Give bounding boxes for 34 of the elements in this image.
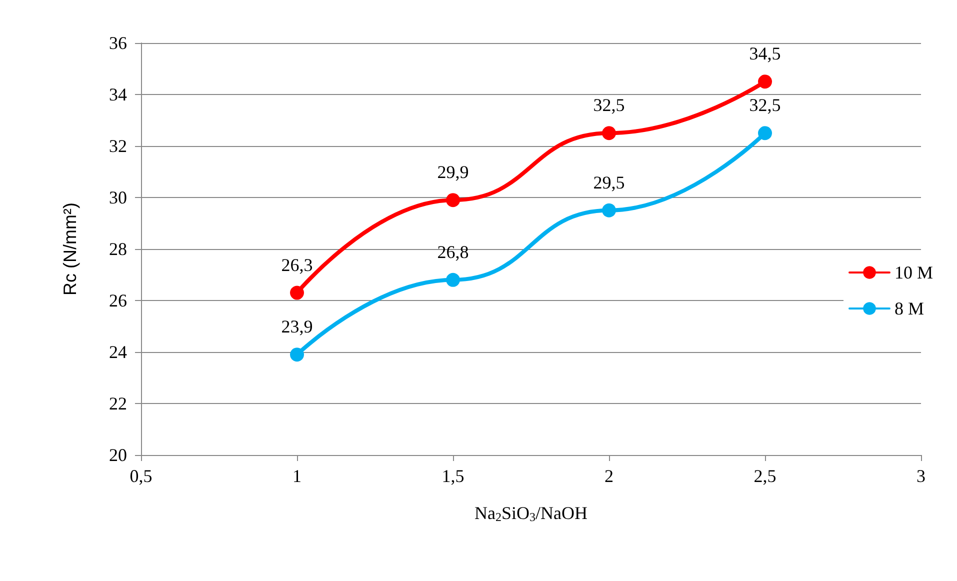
data-label: 26,3 (281, 254, 313, 275)
x-tick-label: 1,5 (442, 466, 464, 486)
y-tick-label: 22 (109, 394, 127, 414)
data-label: 23,9 (281, 316, 313, 337)
data-label: 29,9 (437, 162, 469, 182)
legend-label: 8 M (894, 298, 924, 318)
x-tick-label: 3 (916, 466, 926, 486)
y-tick-label: 32 (109, 136, 127, 156)
data-label: 32,5 (749, 95, 781, 116)
x-tick-label: 1 (292, 466, 302, 486)
data-label: 32,5 (593, 95, 625, 116)
point (446, 272, 460, 287)
y-tick-label: 28 (109, 239, 127, 259)
point (758, 74, 772, 89)
x-tick-label: 2,5 (754, 466, 776, 486)
y-tick-label: 26 (109, 290, 127, 310)
point (758, 126, 772, 140)
point (446, 193, 460, 208)
legend-label: 10 M (894, 262, 934, 282)
y-tick-label: 24 (109, 342, 127, 362)
point (290, 348, 304, 362)
point (290, 286, 304, 300)
y-tick-label: 34 (109, 84, 127, 104)
data-label: 34,5 (749, 44, 781, 64)
x-tick-label: 2 (604, 466, 614, 486)
y-tick-label: 36 (109, 33, 127, 53)
point (602, 126, 616, 140)
data-label: 26,8 (437, 242, 469, 262)
x-tick-label: 0,5 (130, 466, 152, 486)
y-tick-label: 20 (109, 445, 127, 465)
data-label: 29,5 (593, 172, 625, 192)
y-tick-label: 30 (109, 188, 127, 208)
point (602, 203, 616, 218)
y-axis-title: Rc (N/mm²) (60, 202, 80, 296)
